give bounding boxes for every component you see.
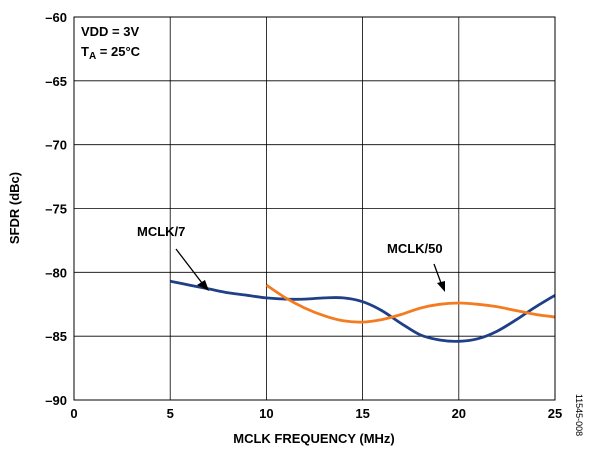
y-tick-label-65: –65 xyxy=(45,74,67,89)
x-tick-label-20: 20 xyxy=(452,406,466,421)
callout-mclk50-leader xyxy=(433,263,442,284)
callout-mclk50-arrowhead xyxy=(437,281,445,292)
y-tick-label-70: –70 xyxy=(45,138,67,153)
callout-mclk7-label: MCLK/7 xyxy=(137,224,185,239)
grid xyxy=(74,17,555,400)
condition-temperature: TA = 25°C xyxy=(81,44,141,62)
series-layer xyxy=(169,279,556,343)
y-tick-label-80: –80 xyxy=(45,265,67,280)
callout-mclk50-label: MCLK/50 xyxy=(387,241,443,256)
y-axis-title: SFDR (dBc) xyxy=(7,172,22,244)
callout-mclk7-arrowhead xyxy=(197,280,209,291)
callout-mclk7-leader xyxy=(175,248,203,284)
x-tick-label-5: 5 xyxy=(167,406,174,421)
y-tick-label-85: –85 xyxy=(45,329,67,344)
series-line-mclk-7 xyxy=(169,279,556,343)
x-axis-title: MCLK FREQUENCY (MHz) xyxy=(233,431,395,446)
series-line-mclk-50 xyxy=(265,283,556,324)
y-tick-label-60: –60 xyxy=(45,10,67,25)
x-tick-label-10: 10 xyxy=(259,406,273,421)
x-axis-ticks: 0 5 10 15 20 25 xyxy=(70,406,562,421)
condition-vdd: VDD = 3V xyxy=(81,24,139,39)
condition-temp-subscript: A xyxy=(89,51,96,62)
condition-temp-value: = 25°C xyxy=(96,44,140,59)
x-tick-label-0: 0 xyxy=(70,406,77,421)
x-tick-label-25: 25 xyxy=(548,406,562,421)
x-tick-label-15: 15 xyxy=(355,406,369,421)
figure-id: 11545-008 xyxy=(574,394,584,436)
callout-mclk7: MCLK/7 xyxy=(137,224,209,291)
condition-temp-symbol: T xyxy=(81,44,89,59)
y-axis-ticks: –90 –85 –80 –75 –70 –65 –60 xyxy=(45,10,67,408)
y-tick-label-75: –75 xyxy=(45,202,67,217)
y-tick-label-90: –90 xyxy=(45,393,67,408)
plot-frame xyxy=(73,16,556,401)
callout-mclk50: MCLK/50 xyxy=(387,241,445,292)
conditions-box: VDD = 3V TA = 25°C xyxy=(81,24,141,62)
